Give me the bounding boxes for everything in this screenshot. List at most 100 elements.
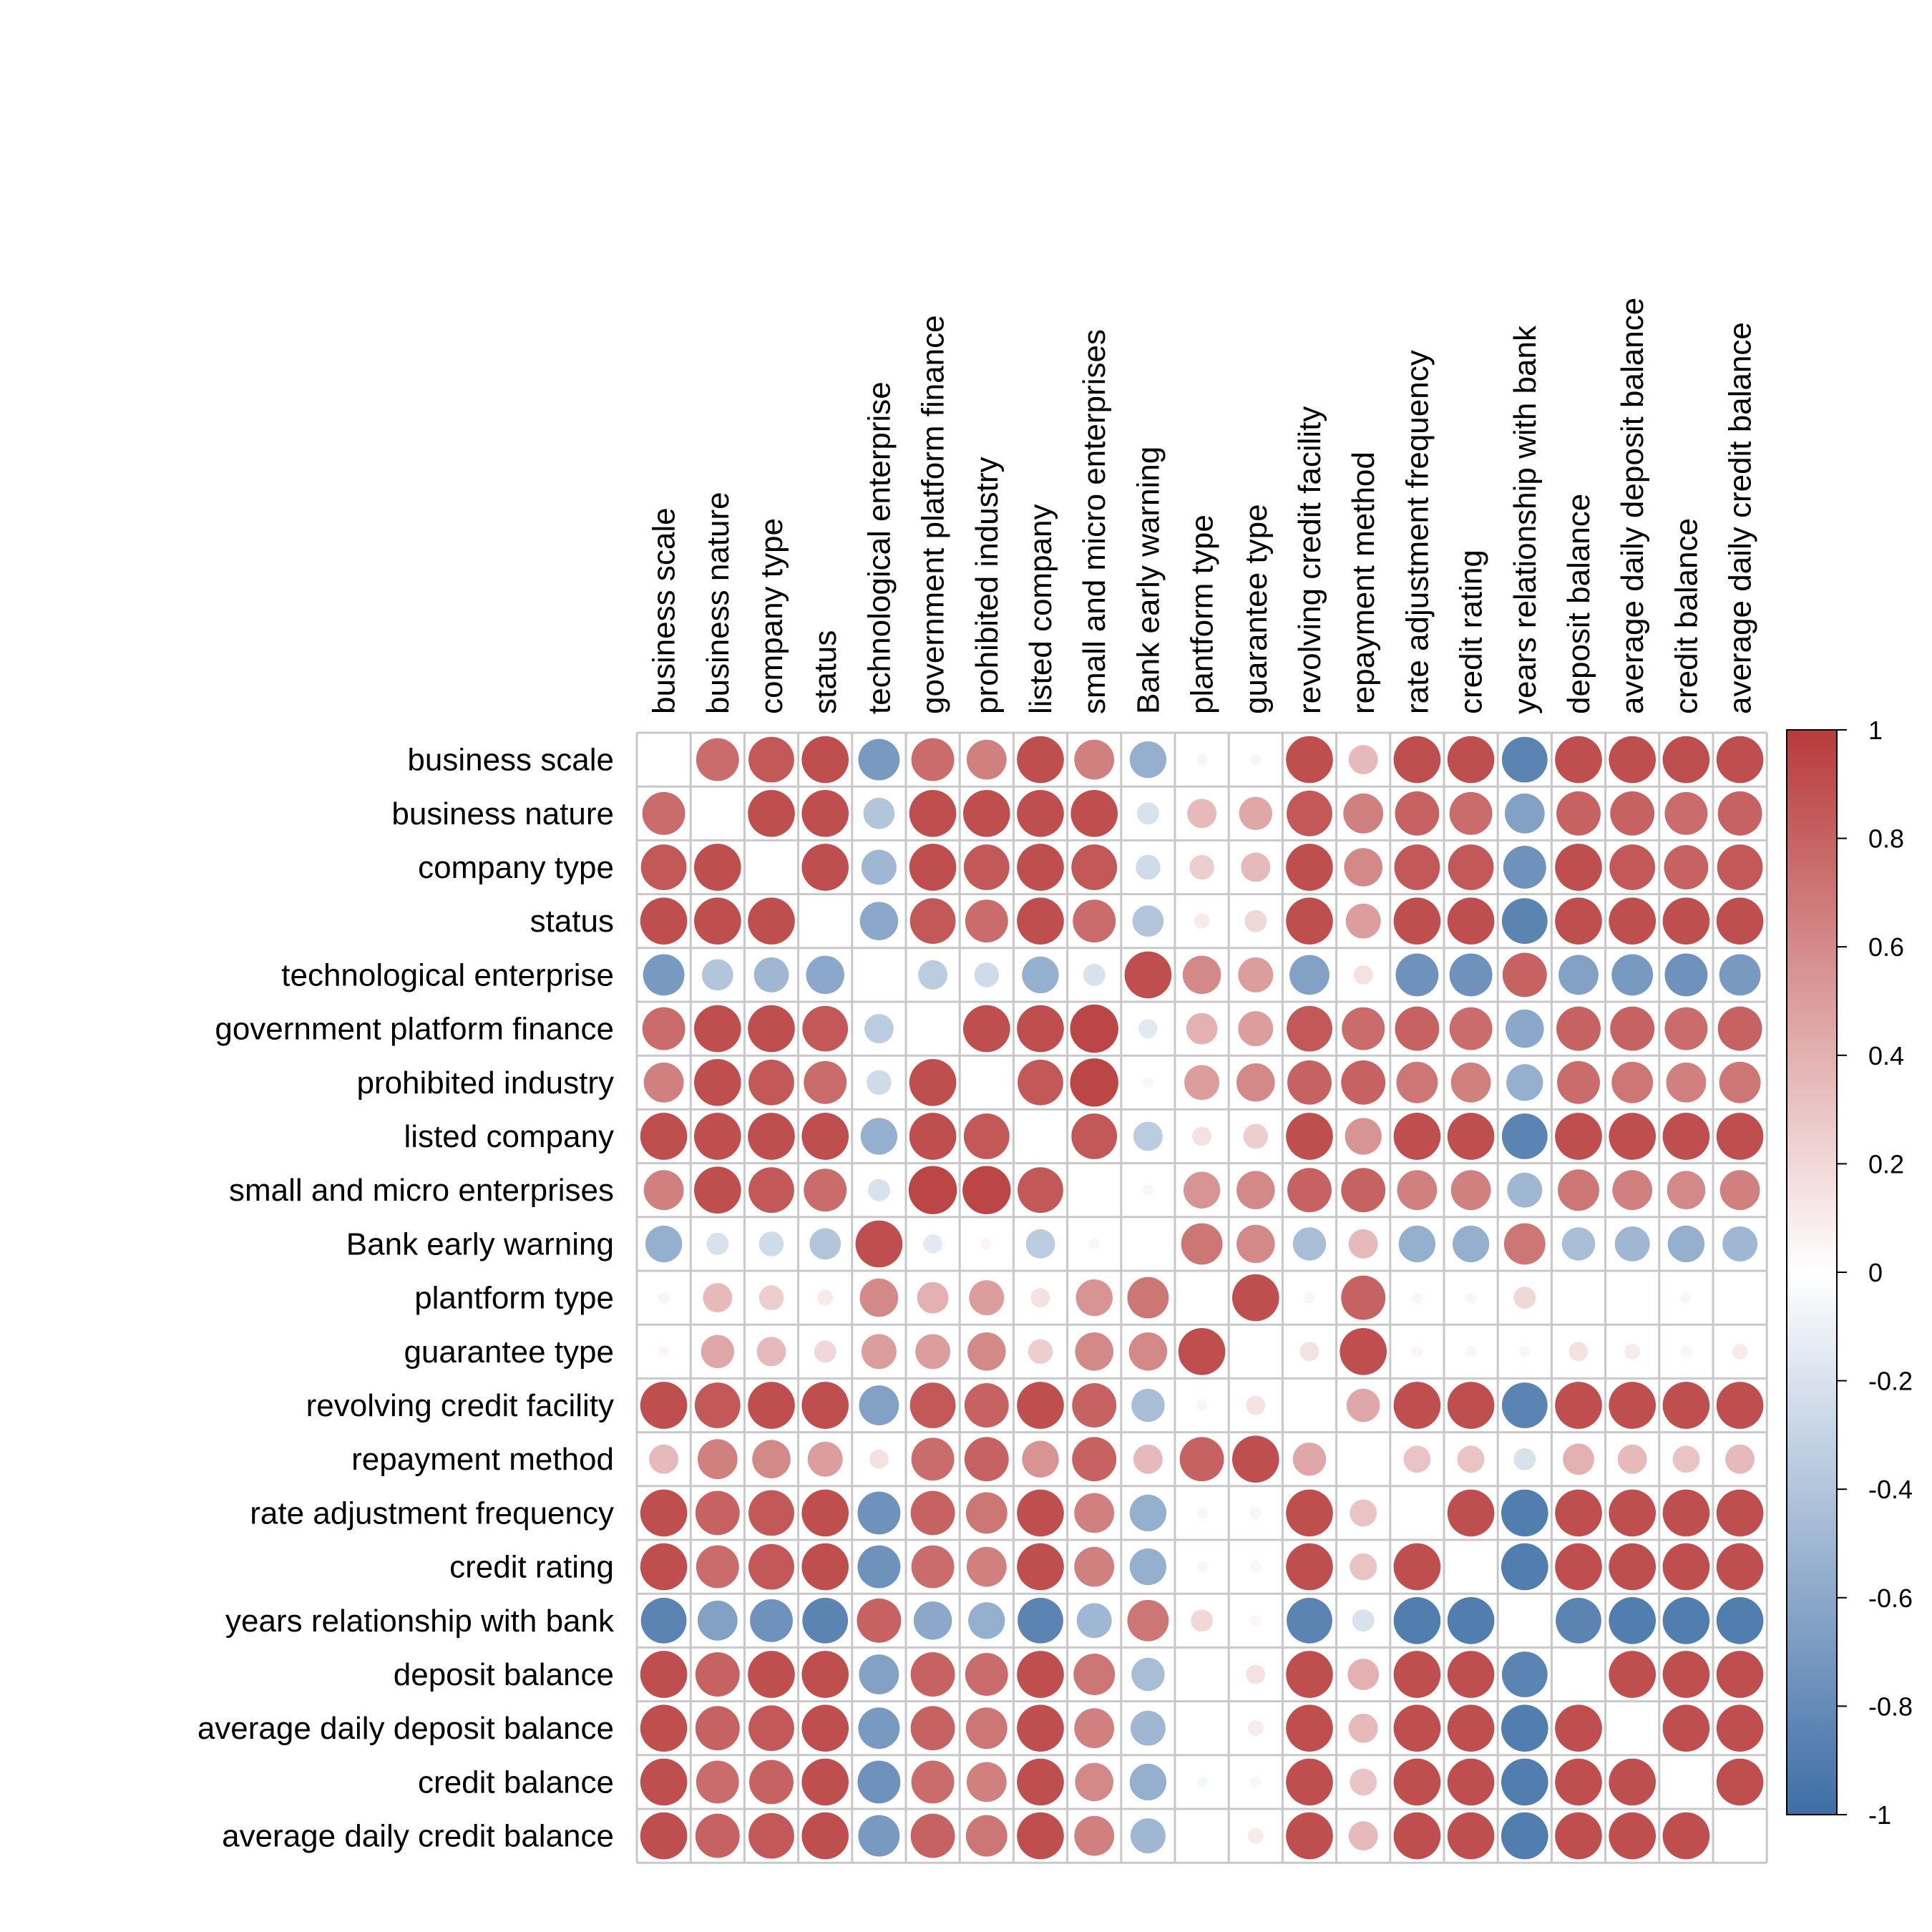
corr-circle-r8-c7: [1018, 1167, 1063, 1214]
corr-circle-r0-c1: [696, 738, 739, 781]
corr-circle-r9-c18: [1614, 1226, 1650, 1262]
corr-circle-r8-c2: [748, 1167, 794, 1214]
corr-circle-r0-c20: [1716, 736, 1764, 784]
corr-circle-r9-c12: [1292, 1227, 1327, 1261]
row-label-technological-enterprise: technological enterprise: [281, 957, 614, 992]
corr-circle-r18-c7: [1017, 1704, 1064, 1752]
corr-circle-r4-c3: [806, 955, 844, 995]
corr-circle-r18-c15: [1447, 1704, 1495, 1752]
corr-circle-r6-c4: [867, 1070, 892, 1096]
corr-circle-r7-c19: [1662, 1113, 1710, 1160]
corr-circle-r12-c3: [801, 1382, 849, 1429]
corr-circle-r9-c16: [1503, 1223, 1546, 1265]
corr-circle-r17-c16: [1501, 1652, 1548, 1697]
corr-circle-r7-c6: [963, 1113, 1010, 1159]
row-label-small-and-micro-enterprises: small and micro enterprises: [229, 1173, 614, 1208]
corr-circle-r18-c12: [1286, 1704, 1333, 1752]
corr-circle-r14-c2: [748, 1490, 794, 1536]
corr-circle-r16-c9: [1127, 1599, 1169, 1641]
corr-circle-r8-c12: [1287, 1168, 1332, 1213]
corr-circle-r17-c18: [1609, 1651, 1657, 1698]
corr-circle-r11-c4: [861, 1334, 897, 1370]
corr-circle-r7-c12: [1286, 1113, 1333, 1160]
corr-circle-r10-c6: [969, 1280, 1005, 1316]
corr-circle-r11-c5: [915, 1334, 951, 1370]
colorbar-tick-label: -0.6: [1868, 1584, 1913, 1613]
corr-circle-r6-c12: [1287, 1060, 1332, 1105]
corr-circle-r10-c12: [1304, 1292, 1315, 1304]
corr-circle-r19-c2: [749, 1760, 794, 1805]
corr-circle-r19-c18: [1609, 1758, 1657, 1806]
corr-circle-r10-c13: [1341, 1275, 1386, 1320]
corr-circle-r20-c6: [965, 1815, 1008, 1857]
corr-circle-r18-c8: [1074, 1708, 1115, 1749]
corr-circle-r19-c13: [1350, 1768, 1377, 1796]
corr-circle-r6-c15: [1450, 1062, 1491, 1103]
corr-circle-r11-c14: [1411, 1346, 1423, 1357]
corr-circle-r1-c0: [642, 791, 686, 835]
row-label-years-relationship-with-bank: years relationship with bank: [225, 1604, 615, 1639]
corr-circle-r17-c1: [695, 1652, 740, 1697]
corr-circle-r10-c15: [1465, 1292, 1477, 1304]
corr-circle-r0-c11: [1250, 753, 1262, 766]
column-label-listed-company: listed company: [1023, 504, 1058, 714]
corr-circle-r9-c14: [1398, 1225, 1436, 1263]
row-label-revolving-credit-facility: revolving credit facility: [306, 1388, 614, 1423]
corr-circle-r4-c5: [918, 960, 948, 990]
corr-circle-r17-c8: [1073, 1654, 1116, 1695]
column-labels: business scale business nature company typ…: [647, 298, 1758, 714]
corr-circle-r9-c13: [1348, 1229, 1378, 1259]
corr-circle-r2-c13: [1344, 848, 1382, 887]
corr-circle-r14-c12: [1286, 1489, 1333, 1537]
corr-circle-r12-c16: [1501, 1382, 1548, 1428]
colorbar-tick-label: 0.8: [1868, 824, 1904, 854]
corr-circle-r6-c0: [643, 1062, 684, 1103]
corr-circle-r5-c1: [693, 1005, 741, 1053]
corr-circle-r20-c16: [1501, 1812, 1548, 1860]
corr-circle-r19-c0: [640, 1758, 688, 1806]
corr-circle-r8-c3: [804, 1169, 847, 1212]
corr-circle-r9-c17: [1561, 1227, 1596, 1261]
corr-circle-r14-c7: [1017, 1489, 1064, 1537]
corr-circle-r9-c20: [1722, 1226, 1758, 1262]
corr-circle-r5-c7: [1017, 1005, 1064, 1053]
corr-circle-r19-c11: [1250, 1776, 1262, 1788]
corr-circle-r5-c3: [802, 1005, 849, 1052]
corr-circle-r4-c12: [1289, 955, 1330, 995]
corr-circle-r7-c5: [909, 1113, 957, 1160]
column-label-repayment-method: repayment method: [1346, 452, 1381, 714]
corr-circle-r15-c17: [1555, 1543, 1602, 1591]
corr-circle-r15-c6: [966, 1546, 1007, 1587]
row-label-repayment-method: repayment method: [351, 1442, 614, 1477]
corr-circle-r8-c1: [693, 1166, 741, 1214]
corr-circle-r12-c18: [1609, 1382, 1657, 1429]
corr-circle-r4-c0: [643, 954, 685, 996]
corr-circle-r17-c0: [640, 1651, 688, 1698]
corr-circle-r6-c13: [1341, 1060, 1386, 1105]
corr-circle-r15-c16: [1501, 1543, 1548, 1591]
corr-circle-r1-c9: [1136, 802, 1159, 825]
corr-circle-r14-c15: [1447, 1489, 1495, 1537]
corr-circle-r17-c14: [1393, 1651, 1441, 1698]
corr-circle-r0-c16: [1501, 736, 1548, 783]
corr-circle-r15-c13: [1350, 1553, 1377, 1581]
corr-circle-r15-c8: [1074, 1546, 1115, 1587]
corr-circle-r6-c11: [1236, 1063, 1275, 1102]
corr-circle-r17-c3: [801, 1651, 849, 1698]
corr-circle-r15-c19: [1662, 1543, 1710, 1591]
corr-circle-r9-c4: [855, 1220, 903, 1268]
corr-circle-r13-c7: [1022, 1440, 1059, 1478]
column-label-revolving-credit-facility: revolving credit facility: [1292, 406, 1327, 714]
corr-circle-r5-c0: [642, 1007, 686, 1050]
corr-circle-r12-c8: [1072, 1383, 1117, 1428]
corr-circle-r15-c18: [1609, 1543, 1657, 1591]
corr-circle-r18-c13: [1348, 1713, 1378, 1743]
corr-circle-r4-c19: [1664, 953, 1708, 997]
corr-circle-r18-c5: [910, 1706, 955, 1751]
corr-circle-r6-c3: [804, 1060, 847, 1104]
corr-circle-r0-c7: [1017, 736, 1064, 784]
column-label-prohibited-industry: prohibited industry: [970, 457, 1005, 714]
corr-circle-r7-c10: [1192, 1126, 1211, 1146]
corr-circle-r16-c2: [750, 1599, 793, 1642]
corr-circle-r1-c2: [748, 789, 795, 837]
